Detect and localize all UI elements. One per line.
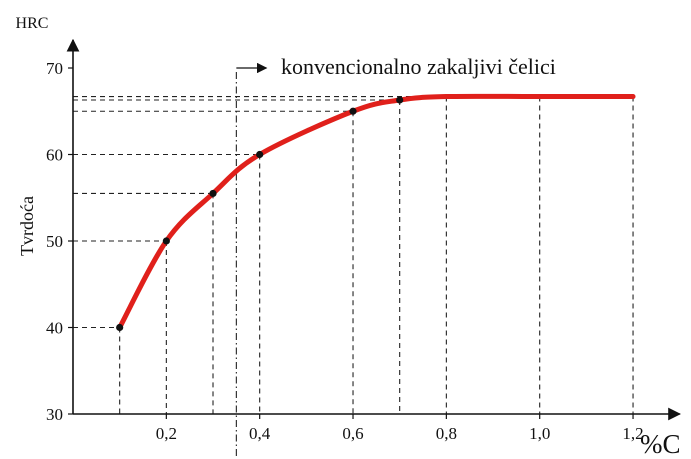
y-axis-title: Tvrdoća <box>17 196 37 256</box>
x-tick-label: 0,2 <box>156 424 177 443</box>
series-layer <box>116 93 636 332</box>
data-point <box>116 323 124 332</box>
x-tick-label: 1,0 <box>529 424 550 443</box>
y-unit-label: HRC <box>16 15 49 32</box>
data-point <box>349 107 357 115</box>
x-tick-label: 0,4 <box>249 424 271 443</box>
y-tick-label: 50 <box>46 232 63 251</box>
x-tick-label: 0,6 <box>342 424 363 443</box>
x-tick-label: 1,2 <box>622 424 643 443</box>
data-point <box>209 189 217 198</box>
axes <box>66 38 681 421</box>
data-point <box>162 237 170 245</box>
series-line <box>117 93 636 330</box>
data-point <box>256 150 264 159</box>
guide-lines <box>73 72 634 459</box>
y-tick-label: 60 <box>46 146 63 165</box>
labels-layer: 30 40 50 60 70 0,2 0,4 0,6 0,8 1,0 1,2 HRC Tvrdoća %C… <box>16 15 681 459</box>
data-point <box>396 96 404 104</box>
x-tick-label: 0,8 <box>436 424 457 443</box>
x-axis-title: %C <box>640 429 681 459</box>
y-tick-label: 70 <box>46 59 63 78</box>
annotation-text: konvencionalno zakaljivi čelici <box>281 54 556 79</box>
y-tick-label: 40 <box>46 319 63 338</box>
y-tick-label: 30 <box>46 405 63 424</box>
